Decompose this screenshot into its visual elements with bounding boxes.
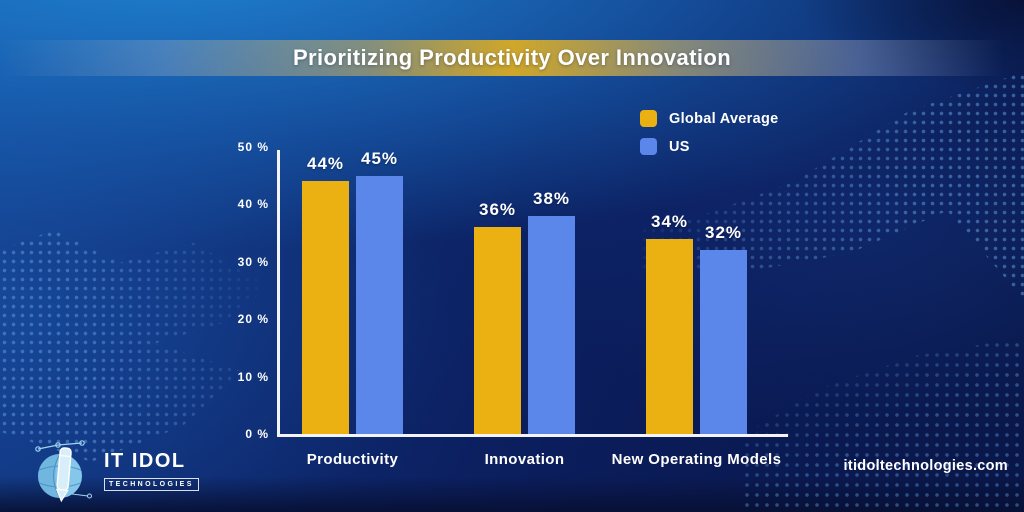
legend-swatch-global-average xyxy=(640,110,657,127)
category-label-productivity: Productivity xyxy=(306,451,399,468)
category-label-innovation: Innovation xyxy=(484,451,565,468)
y-tick-30: 30 % xyxy=(237,254,269,269)
y-tick-40: 40 % xyxy=(237,197,269,212)
chart-title: Prioritizing Productivity Over Innovatio… xyxy=(292,45,732,70)
bar-value-label: 38% xyxy=(532,188,571,208)
legend-swatch-us xyxy=(640,138,657,155)
logo-text-block: IT IDOL TECHNOLOGIES xyxy=(104,450,199,491)
bar-group-productivity: 44% 45% xyxy=(302,149,403,434)
legend-item-global-average: Global Average xyxy=(640,110,779,127)
legend-item-us: US xyxy=(640,138,779,155)
legend: Global Average US xyxy=(640,110,779,155)
category-label-new-operating-models: New Operating Models xyxy=(611,451,782,468)
bar-value-label: 32% xyxy=(704,223,743,243)
plot-area: 0 % 10 % 20 % 30 % 40 % 50 % 44% 45% 36% 38% 34% 32… xyxy=(238,140,788,441)
bar-value-label: 34% xyxy=(650,211,689,231)
company-logo: IT IDOL TECHNOLOGIES xyxy=(32,436,199,504)
bar-us-new-operating-models xyxy=(700,250,747,434)
website-url: itidoltechnologies.com xyxy=(843,458,1008,474)
bar-global-average-new-operating-models xyxy=(646,238,693,434)
bar-us-innovation xyxy=(528,215,575,434)
bar-value-label: 44% xyxy=(306,154,345,174)
bar-global-average-innovation xyxy=(474,227,521,434)
bar-value-label: 36% xyxy=(478,200,517,220)
y-tick-0: 0 % xyxy=(245,427,269,441)
bar-column-us-productivity: 45% xyxy=(356,149,403,434)
logo-title: IT IDOL xyxy=(104,449,186,472)
bar-column-global-average-new-operating-models: 34% xyxy=(646,212,693,434)
globe-pencil-logo-icon xyxy=(35,440,93,503)
bar-column-us-new-operating-models: 32% xyxy=(700,223,747,434)
bar-column-global-average-innovation: 36% xyxy=(474,200,521,434)
bar-group-innovation: 36% 38% xyxy=(474,189,575,434)
y-tick-10: 10 % xyxy=(237,369,269,384)
legend-label: Global Average xyxy=(669,110,779,127)
logo-subtitle: TECHNOLOGIES xyxy=(104,477,199,491)
x-axis-labels: Productivity Innovation New Operating Mode… xyxy=(280,451,791,473)
bar-value-label: 45% xyxy=(360,148,399,168)
bar-us-productivity xyxy=(356,175,403,434)
bar-column-us-innovation: 38% xyxy=(528,189,575,434)
y-tick-20: 20 % xyxy=(237,312,269,327)
title-banner: Prioritizing Productivity Over Innovatio… xyxy=(0,40,1024,76)
bar-group-new-operating-models: 34% 32% xyxy=(646,212,747,434)
y-tick-50: 50 % xyxy=(237,140,269,154)
legend-label: US xyxy=(669,138,690,155)
bar-column-global-average-productivity: 44% xyxy=(302,154,349,434)
bar-global-average-productivity xyxy=(302,181,349,434)
